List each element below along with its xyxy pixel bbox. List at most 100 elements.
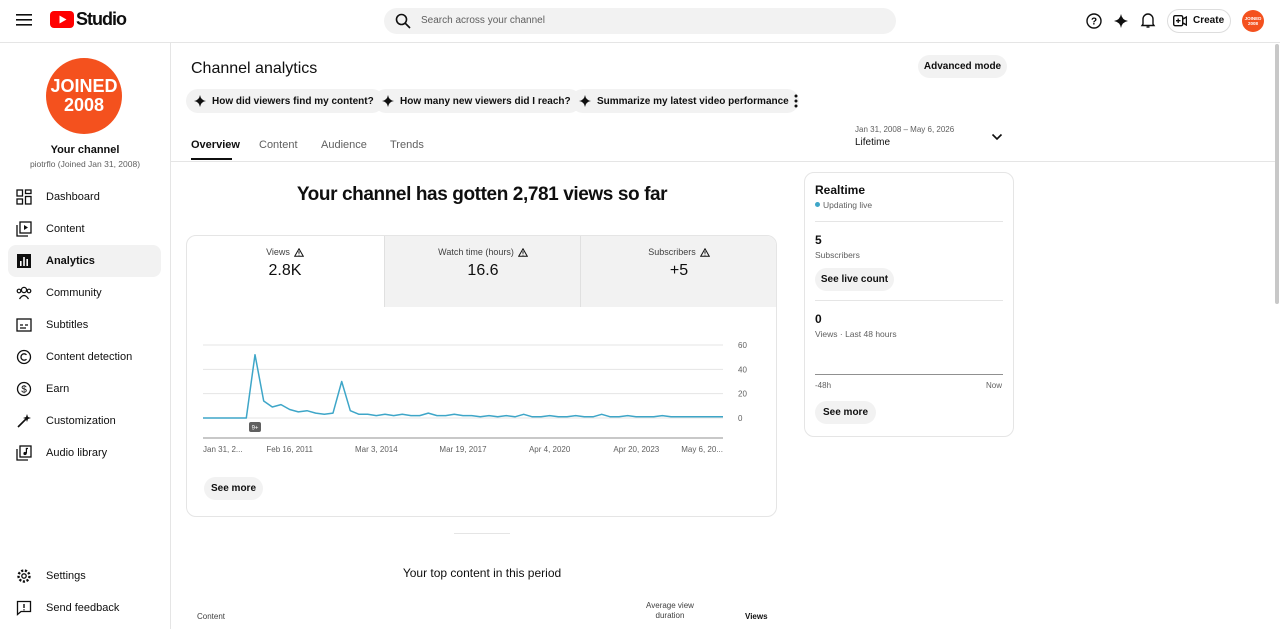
date-range[interactable]: Jan 31, 2008 – May 6, 2026 [855, 125, 955, 134]
divider [815, 300, 1003, 301]
nav-icon [16, 221, 32, 237]
nav-label[interactable]: Audio library [46, 447, 108, 459]
account-avatar[interactable]: JOINED 2008 [1242, 10, 1264, 32]
realtime-status: Updating live [823, 200, 873, 210]
logo-text[interactable]: Studio [76, 9, 127, 29]
metric-tab[interactable]: Watch time (hours) 16.6 [384, 236, 581, 307]
avatar-line: JOINED [50, 76, 118, 96]
tab[interactable]: Content [259, 139, 298, 151]
nav-item[interactable]: Community [8, 277, 161, 309]
x-tick-label: Feb 16, 2011 [266, 445, 313, 454]
live-dot [815, 202, 820, 207]
metric-value: 16.6 [467, 262, 499, 279]
divider [171, 161, 1275, 162]
divider [815, 221, 1003, 222]
svg-text:$: $ [21, 385, 27, 396]
avatar-line: 2008 [1247, 21, 1258, 26]
search-box[interactable] [384, 8, 896, 34]
suggestion-chip[interactable]: How many new viewers did I reach? [374, 89, 581, 113]
tab[interactable]: Trends [390, 139, 424, 151]
realtime-card [804, 172, 1014, 437]
y-tick-label: 0 [738, 414, 743, 423]
search-icon [395, 13, 411, 29]
suggestion-chip[interactable]: How did viewers find my content? [186, 89, 384, 113]
logo-icon[interactable] [50, 11, 74, 28]
nav-item[interactable]: Content detection [8, 341, 161, 373]
nav-icon: $ [16, 381, 32, 397]
nav-label[interactable]: Settings [46, 570, 86, 582]
nav-icon [16, 445, 32, 461]
nav-icon [16, 318, 32, 332]
nav-label[interactable]: Content [46, 223, 85, 235]
create-label[interactable]: Create [1193, 15, 1225, 26]
spark-icon [382, 95, 394, 107]
create-button[interactable] [1167, 9, 1231, 33]
realtime-axis-start: -48h [815, 381, 832, 390]
subscribers-value: 5 [815, 233, 822, 247]
search-placeholder[interactable]: Search across your channel [421, 15, 545, 26]
nav-item[interactable]: Content [8, 213, 161, 245]
metric-label: Views [266, 247, 290, 257]
metric-label: Subscribers [648, 247, 696, 257]
realtime-baseline [815, 374, 1003, 375]
x-tick-label: Apr 20, 2023 [613, 445, 659, 454]
scrollbar[interactable] [1275, 44, 1279, 304]
nav-label[interactable]: Customization [46, 415, 116, 427]
nav-item[interactable]: $ Earn [8, 373, 161, 405]
nav-item[interactable]: Dashboard [8, 181, 161, 213]
tab[interactable]: Audience [321, 139, 367, 151]
views-line [203, 353, 723, 419]
suggestion-chip[interactable]: Summarize my latest video performance [571, 89, 799, 113]
top-content-title: Your top content in this period [402, 566, 562, 580]
nav-item[interactable]: Settings [8, 560, 161, 592]
channel-label[interactable]: Your channel [50, 144, 120, 156]
nav-item[interactable]: Customization [8, 405, 161, 437]
tab-underline [191, 158, 232, 160]
metric-tab[interactable]: Subscribers +5 [580, 236, 777, 307]
table-header: Content [197, 612, 226, 621]
x-tick-label: May 6, 20... [681, 445, 723, 454]
nav-label[interactable]: Content detection [46, 351, 133, 363]
nav-label[interactable]: Analytics [46, 255, 95, 267]
spark-icon [579, 95, 591, 107]
table-header: Average view duration [646, 601, 694, 620]
channel-avatar[interactable]: JOINED 2008 [46, 58, 122, 134]
metric-tab[interactable]: Views 2.8K [187, 236, 383, 307]
x-tick-label: Mar 3, 2014 [355, 445, 398, 454]
realtime-title: Realtime [815, 183, 866, 197]
see-live-count-button[interactable]: See live count [815, 268, 894, 291]
y-tick-label: 60 [738, 341, 747, 350]
advanced-mode-button[interactable]: Advanced mode [918, 55, 1007, 78]
more-options[interactable] [794, 94, 798, 108]
nav-label[interactable]: Subtitles [46, 319, 89, 331]
nav-item[interactable]: Analytics [8, 245, 161, 277]
realtime-see-more-button[interactable]: See more [815, 401, 876, 424]
nav-label[interactable]: Community [46, 287, 102, 299]
nav-icon [16, 189, 32, 205]
notifications-icon[interactable] [1140, 12, 1156, 29]
spark-icon [194, 95, 206, 107]
date-dropdown[interactable] [991, 133, 1003, 141]
headline: Your channel has gotten 2,781 views so f… [296, 184, 668, 205]
nav-label[interactable]: Send feedback [46, 602, 120, 614]
see-more-button[interactable]: See more [204, 477, 263, 500]
menu-button[interactable] [16, 13, 32, 27]
chip-label[interactable]: Summarize my latest video performance [597, 95, 789, 107]
nav-item[interactable]: Subtitles [8, 309, 161, 341]
views-value: 0 [815, 312, 822, 326]
tab[interactable]: Overview [191, 139, 240, 151]
help-icon[interactable]: ? [1086, 13, 1102, 29]
subscribers-label: Subscribers [815, 250, 860, 260]
nav-label[interactable]: Earn [46, 383, 70, 395]
page-title: Channel analytics [191, 60, 318, 77]
nav-item[interactable]: Audio library [8, 437, 161, 469]
period[interactable]: Lifetime [855, 137, 891, 148]
chip-label[interactable]: How did viewers find my content? [212, 95, 374, 107]
nav-label[interactable]: Dashboard [46, 191, 100, 203]
spark-icon[interactable] [1113, 13, 1129, 29]
chip-label[interactable]: How many new viewers did I reach? [400, 95, 571, 107]
nav-icon [17, 569, 31, 583]
nav-item[interactable]: Send feedback [8, 592, 161, 624]
